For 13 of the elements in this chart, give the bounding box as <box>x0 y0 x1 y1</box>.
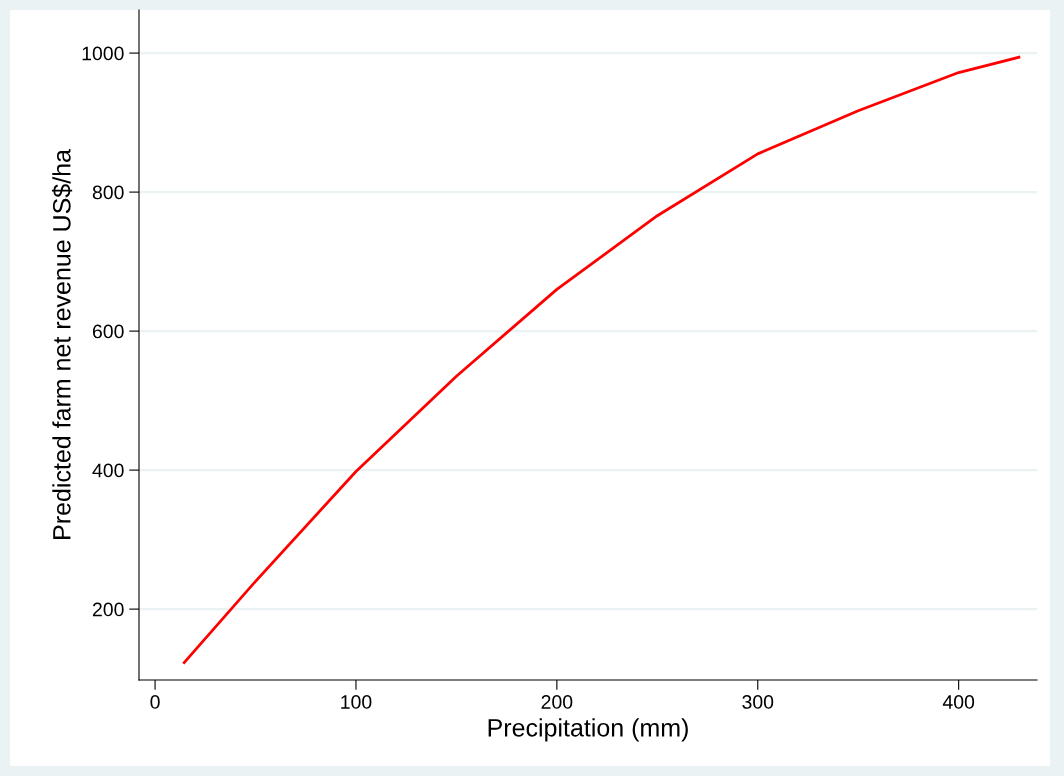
x-tick-label: 400 <box>942 695 975 709</box>
x-axis-title: Precipitation (mm) <box>488 718 688 742</box>
y-axis-title: Predicted farm net revenue US$/ha <box>51 149 73 539</box>
y-tick-label: 400 <box>92 463 124 478</box>
y-tick-label: 200 <box>92 602 124 617</box>
y-tick-label: 1000 <box>82 46 124 61</box>
x-tick-label: 200 <box>541 695 573 709</box>
x-tick-label: 300 <box>742 695 774 709</box>
y-tick-label: 600 <box>92 324 124 339</box>
y-tick-label: 800 <box>92 185 124 200</box>
x-tick-label: 100 <box>341 695 372 709</box>
line-series <box>182 55 1021 665</box>
x-tick-label: 0 <box>150 695 160 709</box>
